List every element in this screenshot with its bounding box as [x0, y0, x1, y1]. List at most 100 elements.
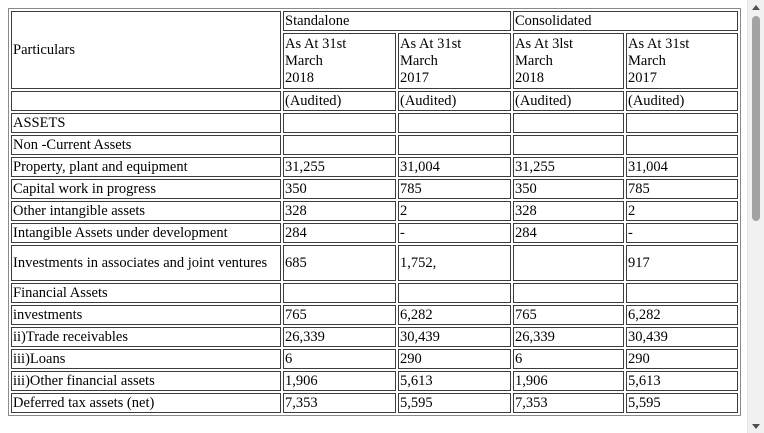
cell-consolidated-2017 — [626, 113, 738, 133]
cell-consolidated-2018 — [513, 245, 624, 281]
cell-standalone-2017 — [398, 113, 511, 133]
row-label: ASSETS — [11, 113, 281, 133]
cell-consolidated-2018 — [513, 135, 624, 155]
table-row: investments 765 6,282 765 6,282 — [11, 305, 738, 325]
cell-standalone-2017: 1,752, — [398, 245, 511, 281]
cell-standalone-2018 — [283, 135, 396, 155]
scroll-down-arrow-icon[interactable] — [748, 419, 764, 433]
cell-standalone-2018 — [283, 113, 396, 133]
cell-standalone-2017: 6,282 — [398, 305, 511, 325]
cell-standalone-2017: 31,004 — [398, 157, 511, 177]
cell-standalone-2018: 350 — [283, 179, 396, 199]
consolidated-header: Consolidated — [513, 11, 738, 31]
table-row: Non -Current Assets — [11, 135, 738, 155]
cell-standalone-2018: 6 — [283, 349, 396, 369]
cell-standalone-2018: 284 — [283, 223, 396, 243]
cell-consolidated-2018 — [513, 113, 624, 133]
cell-standalone-2018: 1,906 — [283, 371, 396, 391]
balance-sheet-table: Particulars Standalone Consolidated As A… — [8, 8, 741, 416]
row-label: Property, plant and equipment — [11, 157, 281, 177]
cell-consolidated-2018: 31,255 — [513, 157, 624, 177]
cell-consolidated-2017: 5,595 — [626, 393, 738, 413]
table-row: Property, plant and equipment 31,255 31,… — [11, 157, 738, 177]
table-row: Capital work in progress 350 785 350 785 — [11, 179, 738, 199]
cell-consolidated-2017: 917 — [626, 245, 738, 281]
cell-consolidated-2017 — [626, 135, 738, 155]
row-label: ii)Trade receivables — [11, 327, 281, 347]
audit-status-row: (Audited) (Audited) (Audited) (Audited) — [11, 91, 738, 111]
cell-consolidated-2018: 26,339 — [513, 327, 624, 347]
period-line: March — [515, 52, 553, 69]
audit-status: (Audited) — [513, 91, 624, 111]
row-label: iii)Loans — [11, 349, 281, 369]
scroll-up-arrow-icon[interactable] — [748, 0, 764, 14]
cell-standalone-2018: 685 — [283, 245, 396, 281]
row-label: Capital work in progress — [11, 179, 281, 199]
row-label: Deferred tax assets (net) — [11, 393, 281, 413]
audit-status: (Audited) — [283, 91, 396, 111]
table-row: Other intangible assets 328 2 328 2 — [11, 201, 738, 221]
document-viewport: Particulars Standalone Consolidated As A… — [8, 8, 741, 416]
period-line: As At 31st — [285, 35, 347, 52]
row-label: Other intangible assets — [11, 201, 281, 221]
cell-standalone-2017: 785 — [398, 179, 511, 199]
table-row: iii)Loans 6 290 6 290 — [11, 349, 738, 369]
cell-consolidated-2018: 284 — [513, 223, 624, 243]
scrollbar-thumb[interactable] — [752, 16, 760, 221]
period-header-row: As At 31st March 2018 As At 31st March 2… — [11, 33, 738, 89]
cell-consolidated-2018: 328 — [513, 201, 624, 221]
cell-consolidated-2017: 290 — [626, 349, 738, 369]
cell-standalone-2017: - — [398, 223, 511, 243]
period-line: 2017 — [400, 69, 429, 86]
period-line: As At 31st — [628, 35, 690, 52]
row-label: Non -Current Assets — [11, 135, 281, 155]
cell-consolidated-2018: 6 — [513, 349, 624, 369]
audit-status: (Audited) — [398, 91, 511, 111]
cell-consolidated-2018: 765 — [513, 305, 624, 325]
period-line: 2017 — [628, 69, 657, 86]
table-row: Intangible Assets under development 284 … — [11, 223, 738, 243]
vertical-scrollbar[interactable] — [747, 0, 764, 433]
cell-standalone-2018: 328 — [283, 201, 396, 221]
standalone-header: Standalone — [283, 11, 511, 31]
cell-consolidated-2017 — [626, 283, 738, 303]
cell-standalone-2018: 7,353 — [283, 393, 396, 413]
period-header-consolidated-2018: As At 3lst March 2018 — [513, 33, 624, 89]
table-row: ii)Trade receivables 26,339 30,439 26,33… — [11, 327, 738, 347]
cell-consolidated-2018: 350 — [513, 179, 624, 199]
cell-consolidated-2018 — [513, 283, 624, 303]
cell-consolidated-2017: 785 — [626, 179, 738, 199]
cell-consolidated-2017: 31,004 — [626, 157, 738, 177]
cell-consolidated-2017: 2 — [626, 201, 738, 221]
audit-status: (Audited) — [626, 91, 738, 111]
period-header-standalone-2018: As At 31st March 2018 — [283, 33, 396, 89]
cell-consolidated-2017: 5,613 — [626, 371, 738, 391]
cell-standalone-2018: 31,255 — [283, 157, 396, 177]
period-line: As At 31st — [400, 35, 462, 52]
cell-consolidated-2017: 30,439 — [626, 327, 738, 347]
cell-standalone-2017: 5,613 — [398, 371, 511, 391]
period-line: March — [285, 52, 323, 69]
period-line: 2018 — [515, 69, 544, 86]
cell-consolidated-2018: 1,906 — [513, 371, 624, 391]
row-label: Financial Assets — [11, 283, 281, 303]
period-line: March — [628, 52, 666, 69]
cell-consolidated-2017: - — [626, 223, 738, 243]
cell-standalone-2018: 765 — [283, 305, 396, 325]
period-line: As At 3lst — [515, 35, 574, 52]
cell-consolidated-2017: 6,282 — [626, 305, 738, 325]
cell-standalone-2018 — [283, 283, 396, 303]
cell-standalone-2017 — [398, 283, 511, 303]
audit-status-label — [11, 91, 281, 111]
row-label: iii)Other financial assets — [11, 371, 281, 391]
period-line: 2018 — [285, 69, 314, 86]
row-label: Investments in associates and joint vent… — [11, 245, 281, 281]
table-row: Deferred tax assets (net) 7,353 5,595 7,… — [11, 393, 738, 413]
cell-standalone-2017: 30,439 — [398, 327, 511, 347]
cell-consolidated-2018: 7,353 — [513, 393, 624, 413]
table-row: iii)Other financial assets 1,906 5,613 1… — [11, 371, 738, 391]
group-header-row: Particulars Standalone Consolidated — [11, 11, 738, 89]
cell-standalone-2017: 2 — [398, 201, 511, 221]
row-label: Intangible Assets under development — [11, 223, 281, 243]
cell-standalone-2017: 290 — [398, 349, 511, 369]
